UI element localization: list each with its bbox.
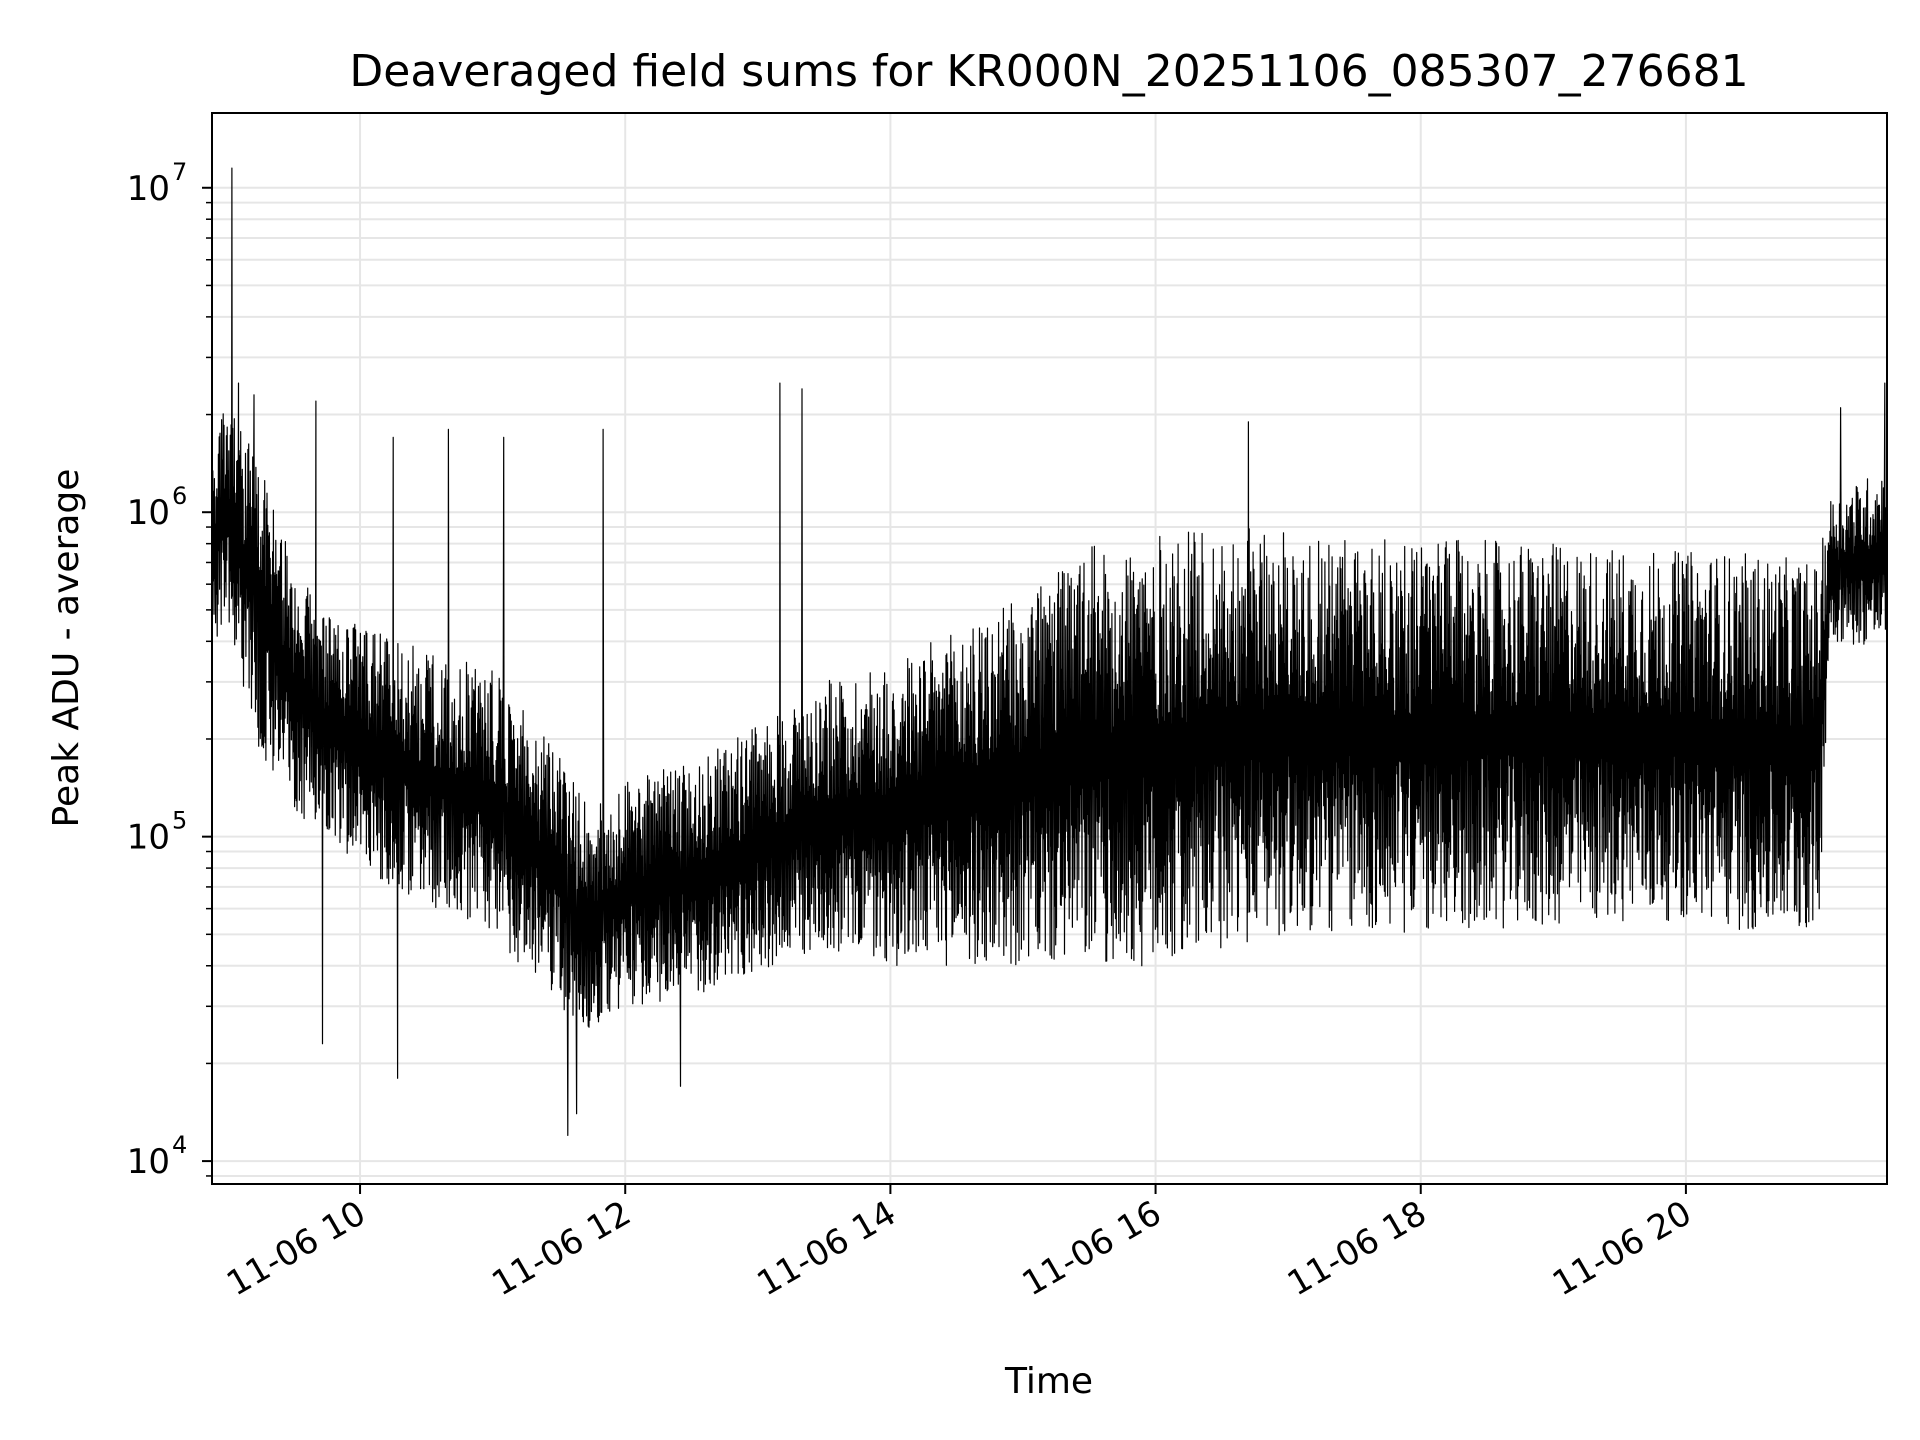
series-line — [212, 167, 1887, 1136]
y-axis-label: Peak ADU - average — [46, 469, 87, 828]
series-layer — [212, 167, 1887, 1136]
chart-title: Deaveraged field sums for KR000N_2025110… — [349, 46, 1748, 97]
x-tick-label: 11-06 12 — [485, 1193, 637, 1304]
y-tick-label: 10 — [127, 1142, 170, 1182]
x-tick-label: 11-06 10 — [220, 1193, 372, 1304]
x-tick-label: 11-06 20 — [1546, 1193, 1698, 1304]
x-tick-label: 11-06 18 — [1281, 1193, 1433, 1304]
y-tick-exponent: 6 — [172, 482, 187, 510]
x-tick-label: 11-06 16 — [1016, 1193, 1168, 1304]
y-tick-exponent: 5 — [172, 807, 187, 835]
x-axis-ticks: 11-06 10 11-06 12 11-06 14 11-06 16 11-06 18… — [220, 1184, 1698, 1304]
plot-area — [212, 167, 1887, 1136]
y-tick-label: 10 — [127, 169, 170, 209]
y-tick-label: 10 — [127, 818, 170, 858]
plot-frame — [211, 112, 1888, 1185]
y-tick-exponent: 7 — [172, 158, 187, 186]
x-tick-label: 11-06 14 — [751, 1193, 903, 1304]
y-tick-exponent: 4 — [172, 1131, 187, 1159]
y-tick-label: 10 — [127, 493, 170, 533]
x-axis-label: Time — [1004, 1361, 1093, 1402]
